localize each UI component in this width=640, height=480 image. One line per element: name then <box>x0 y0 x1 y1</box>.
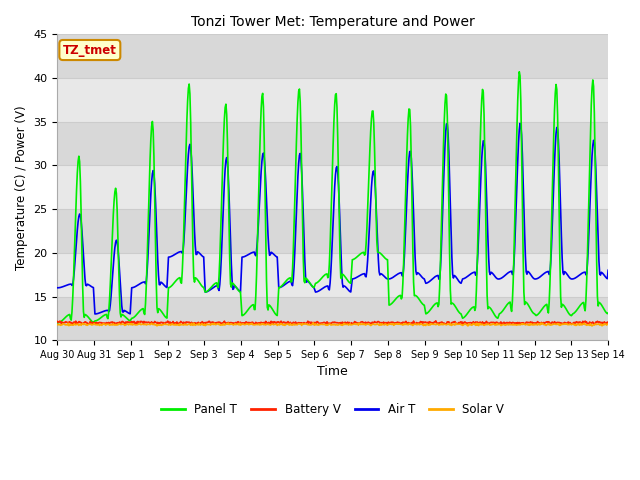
Legend: Panel T, Battery V, Air T, Solar V: Panel T, Battery V, Air T, Solar V <box>157 398 509 420</box>
Bar <box>58 209 608 253</box>
Panel T <box>604 310 612 316</box>
Panel T <box>400 260 408 266</box>
Bar <box>58 166 608 209</box>
Air T <box>54 285 61 291</box>
Air T <box>63 282 71 288</box>
Air T <box>177 249 184 254</box>
Bar <box>58 253 608 297</box>
Solar V <box>309 320 317 326</box>
Solar V <box>120 322 128 327</box>
Air T <box>91 311 99 317</box>
Air T <box>401 253 408 259</box>
Solar V <box>417 321 424 326</box>
Battery V <box>401 320 408 325</box>
Solar V <box>63 322 71 328</box>
Line: Solar V: Solar V <box>58 323 608 326</box>
Air T <box>121 308 129 313</box>
Air T <box>516 120 524 126</box>
Line: Air T: Air T <box>58 123 608 314</box>
Battery V <box>54 319 61 324</box>
Panel T <box>205 287 213 292</box>
Battery V <box>417 319 424 324</box>
Solar V <box>205 322 213 327</box>
Bar <box>58 35 608 78</box>
Bar <box>58 297 608 340</box>
Battery V <box>121 321 129 326</box>
Battery V <box>206 319 214 324</box>
Title: Tonzi Tower Met: Temperature and Power: Tonzi Tower Met: Temperature and Power <box>191 15 475 29</box>
Panel T <box>54 320 61 325</box>
Y-axis label: Temperature (C) / Power (V): Temperature (C) / Power (V) <box>15 105 28 270</box>
Solar V <box>176 321 184 327</box>
Panel T <box>120 313 128 319</box>
Battery V <box>432 318 440 324</box>
X-axis label: Time: Time <box>317 365 348 379</box>
Line: Battery V: Battery V <box>58 321 608 324</box>
Panel T <box>63 313 71 319</box>
Bar <box>58 122 608 166</box>
Text: TZ_tmet: TZ_tmet <box>63 44 116 57</box>
Battery V <box>177 319 184 324</box>
Bar <box>58 78 608 122</box>
Solar V <box>588 323 596 329</box>
Solar V <box>401 322 408 327</box>
Air T <box>417 272 424 278</box>
Battery V <box>604 320 612 326</box>
Panel T <box>416 297 424 303</box>
Solar V <box>604 321 612 327</box>
Battery V <box>69 322 77 327</box>
Air T <box>604 267 612 273</box>
Battery V <box>63 320 71 325</box>
Panel T <box>515 69 523 75</box>
Solar V <box>54 322 61 327</box>
Air T <box>206 287 214 293</box>
Line: Panel T: Panel T <box>58 72 608 323</box>
Panel T <box>176 275 184 280</box>
